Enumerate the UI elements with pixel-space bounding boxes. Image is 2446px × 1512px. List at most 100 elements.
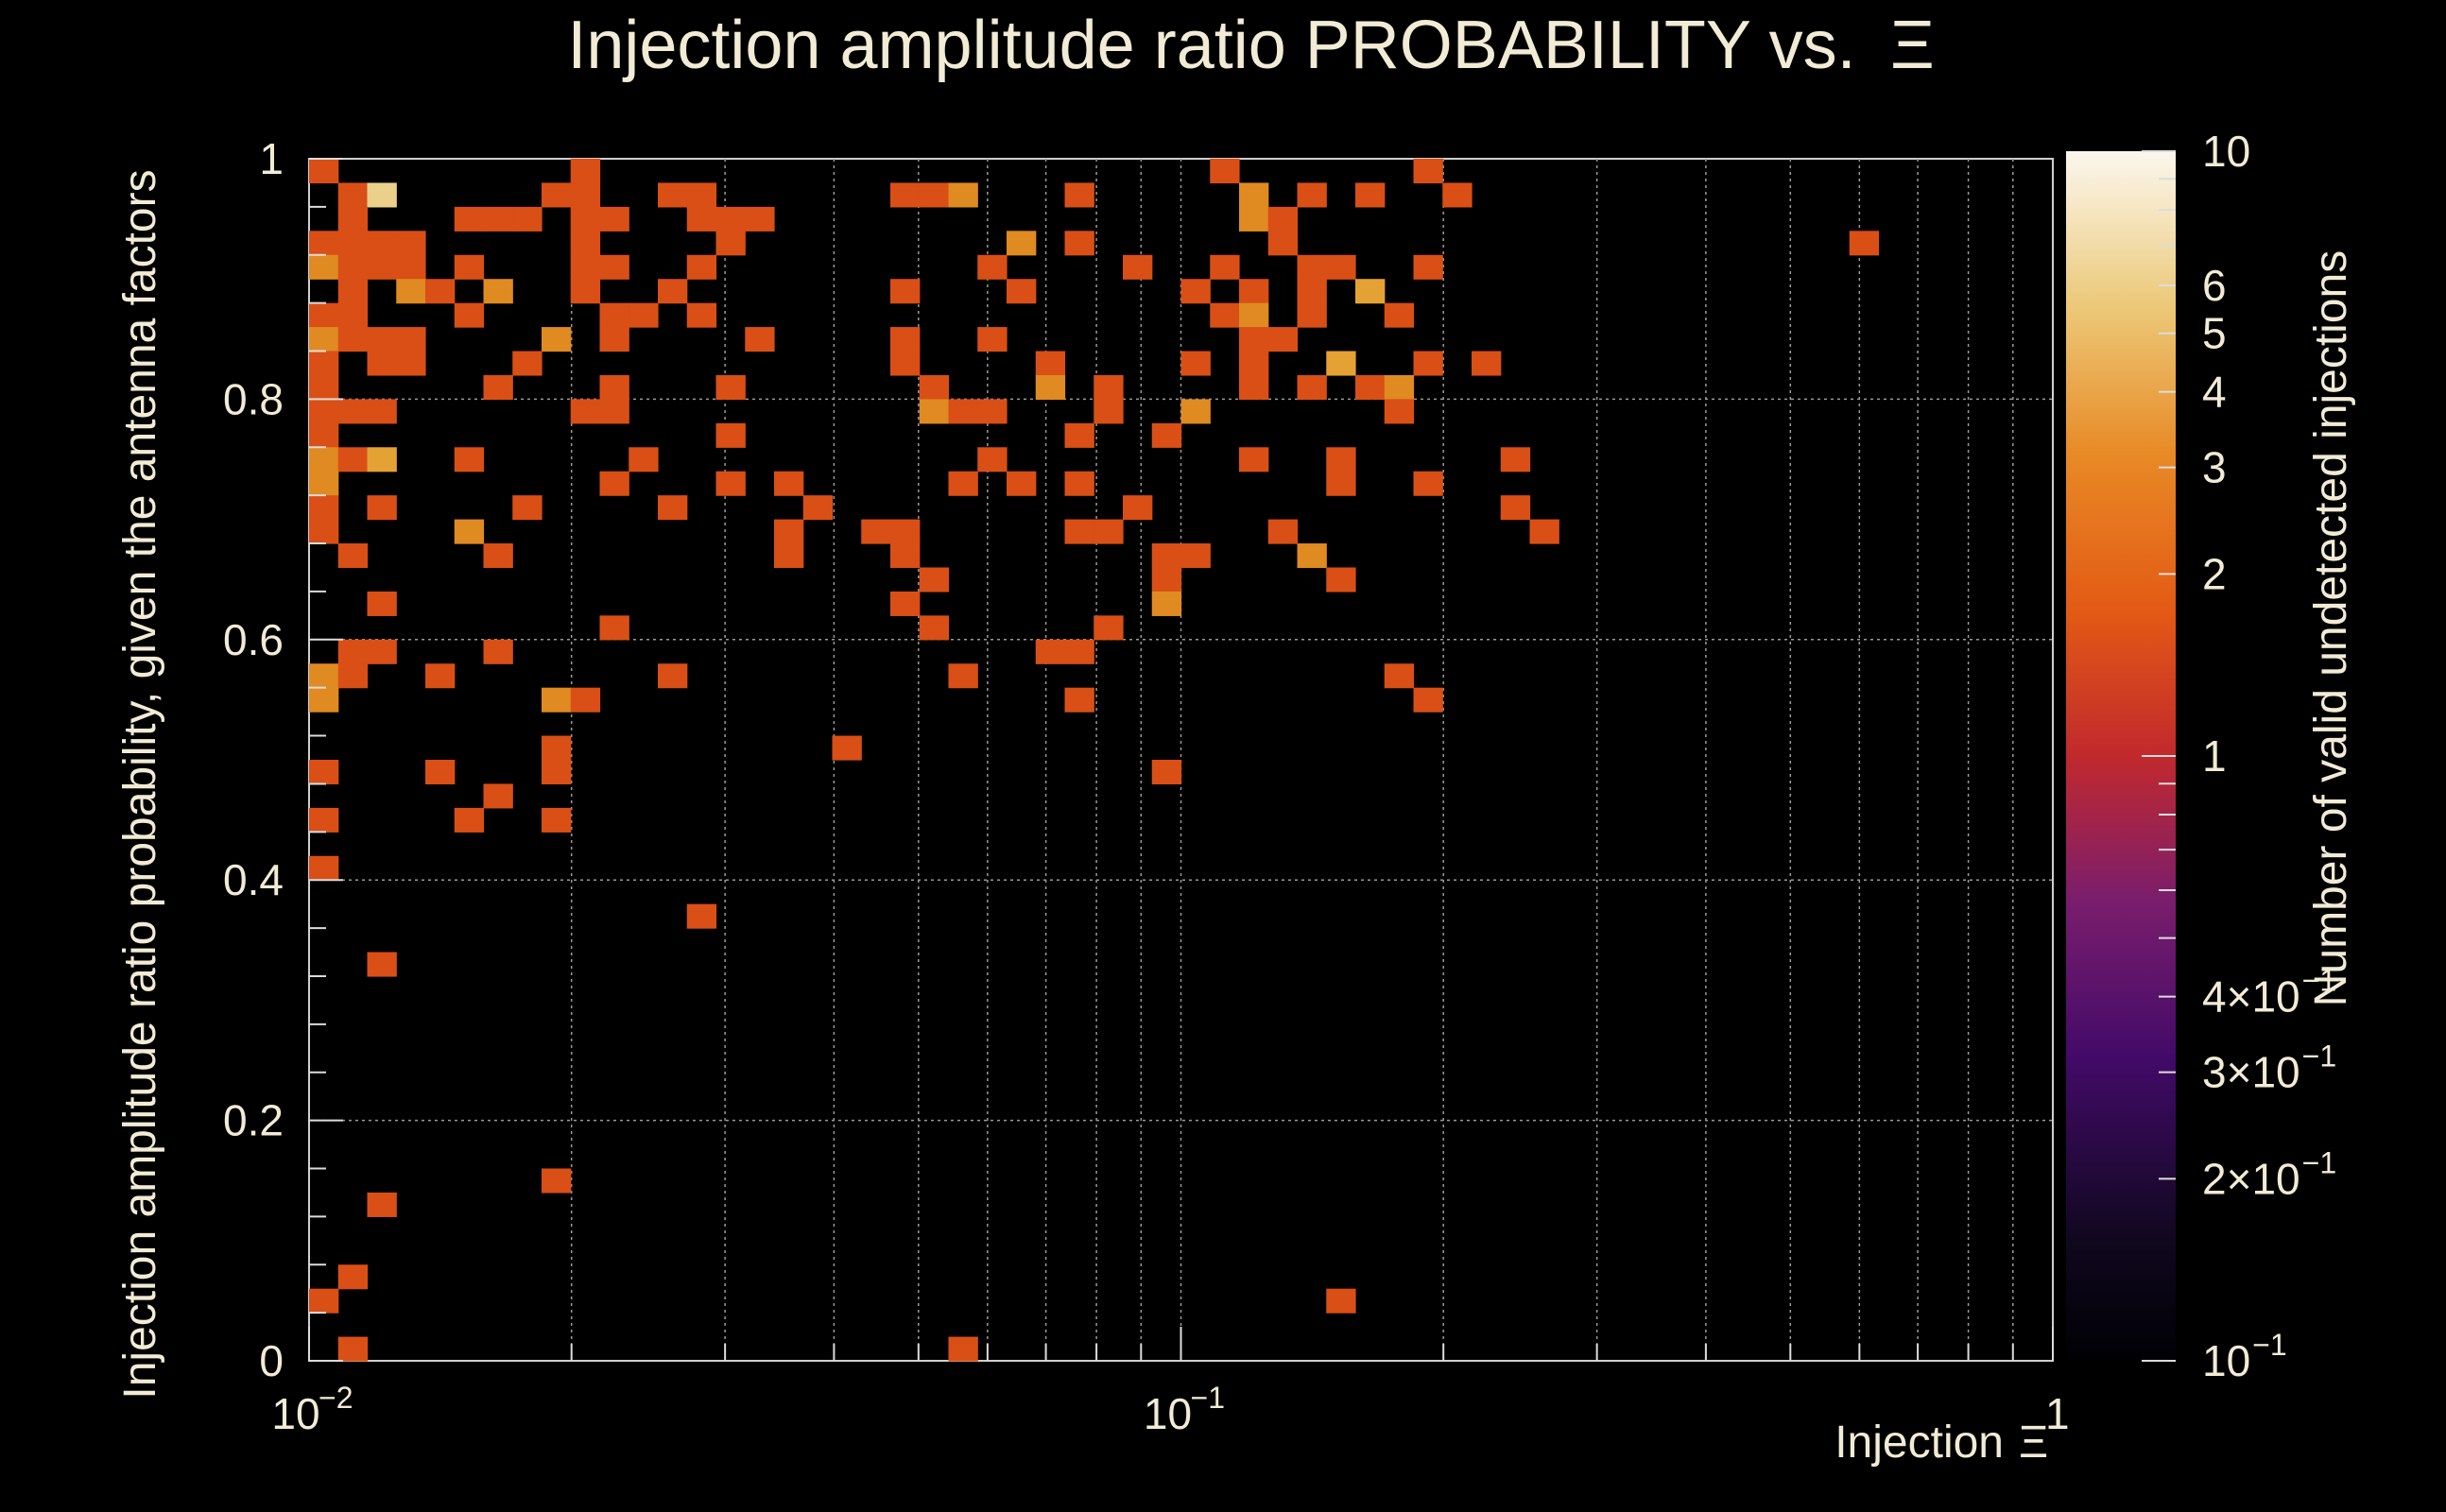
heatmap-cell	[570, 687, 601, 713]
heatmap-cell	[309, 447, 339, 472]
heatmap-cell	[337, 543, 369, 569]
heatmap-cell	[774, 519, 804, 544]
heatmap-cell	[367, 182, 397, 208]
heatmap-cell	[309, 231, 339, 256]
heatmap-cell	[309, 159, 339, 184]
heatmap-cell	[1007, 471, 1037, 496]
heatmap-cell	[686, 206, 717, 232]
heatmap-cell	[890, 182, 921, 208]
heatmap-cell	[396, 351, 426, 376]
heatmap-cell	[542, 1168, 572, 1194]
heatmap-cell	[890, 519, 921, 544]
z-tick-label: 2	[2202, 549, 2227, 598]
heatmap-cell	[1239, 351, 1269, 376]
heatmap-cell	[948, 1336, 978, 1362]
heatmap-cell	[1239, 374, 1269, 400]
heatmap-cell	[861, 519, 891, 544]
z-tick-label: 4×10	[2202, 972, 2300, 1022]
y-tick-label: 1	[259, 134, 284, 183]
heatmap-cell	[1326, 471, 1356, 496]
heatmap-cell	[542, 735, 572, 761]
heatmap-cell	[1442, 182, 1473, 208]
heatmap-cell	[483, 783, 513, 809]
heatmap-cell	[599, 206, 629, 232]
heatmap-cell	[570, 279, 601, 304]
heatmap-cell	[890, 279, 921, 304]
heatmap-cell	[337, 182, 369, 208]
heatmap-cell	[658, 495, 688, 521]
heatmap-cell	[948, 399, 978, 424]
heatmap-cell	[686, 302, 717, 328]
heatmap-cell	[948, 663, 978, 689]
heatmap-cell	[454, 254, 485, 280]
heatmap-cell	[1326, 351, 1356, 376]
z-tick-label: 2×10	[2202, 1154, 2300, 1203]
heatmap-cell	[919, 374, 950, 400]
heatmap-cell	[1064, 687, 1094, 713]
heatmap-cell	[367, 399, 397, 424]
heatmap-cell	[629, 302, 659, 328]
heatmap-cell	[1355, 182, 1386, 208]
heatmap-cell	[1239, 279, 1269, 304]
heatmap-cell	[512, 495, 543, 521]
heatmap-cell	[337, 254, 369, 280]
heatmap-cell	[454, 447, 485, 472]
heatmap-cell	[367, 639, 397, 664]
heatmap-cell	[599, 615, 629, 641]
heatmap-cell	[1384, 374, 1415, 400]
heatmap-cell	[1355, 374, 1386, 400]
heatmap-cell	[367, 952, 397, 977]
heatmap-cell	[1384, 663, 1415, 689]
heatmap-cell	[890, 327, 921, 352]
heatmap-cell	[1151, 543, 1182, 569]
heatmap-cell	[512, 206, 543, 232]
heatmap-cell	[1064, 231, 1094, 256]
heatmap-cell	[1297, 374, 1327, 400]
heatmap-cell	[890, 591, 921, 616]
heatmap-cell	[337, 1264, 369, 1290]
heatmap-cell	[337, 447, 369, 472]
heatmap-cell	[745, 327, 775, 352]
heatmap-cell	[1210, 254, 1240, 280]
heatmap-cell	[309, 399, 339, 424]
heatmap-cell	[309, 807, 339, 833]
y-tick-label: 0.2	[223, 1096, 284, 1145]
heatmap-cell	[483, 206, 513, 232]
heatmap-cell	[977, 327, 1008, 352]
y-tick-label: 0	[259, 1336, 284, 1385]
heatmap-cell	[1035, 351, 1066, 376]
heatmap-cell	[658, 663, 688, 689]
heatmap-cell	[802, 495, 834, 521]
heatmap-cell	[1151, 567, 1182, 593]
heatmap-cell	[1297, 182, 1327, 208]
heatmap-cell	[1267, 231, 1299, 256]
heatmap-cell	[1180, 351, 1211, 376]
heatmap-cell	[977, 399, 1008, 424]
chart-title-symbol: Ξ	[1890, 8, 1935, 83]
heatmap-cell	[337, 327, 369, 352]
heatmap-cell	[396, 231, 426, 256]
z-tick-label: 3×10	[2202, 1048, 2300, 1097]
heatmap-cell	[542, 182, 572, 208]
heatmap-cell	[1297, 279, 1327, 304]
heatmap-cell	[1326, 254, 1356, 280]
heatmap-cell	[599, 399, 629, 424]
heatmap-cell	[774, 543, 804, 569]
heatmap-cell	[309, 351, 339, 376]
heatmap-cell	[1064, 519, 1094, 544]
heatmap-cell	[1035, 639, 1066, 664]
heatmap-cell	[1210, 159, 1240, 184]
x-tick-label: 1	[2045, 1389, 2070, 1438]
heatmap-cell	[686, 182, 717, 208]
z-tick-label: 4	[2202, 368, 2227, 417]
heatmap-cell	[1180, 279, 1211, 304]
heatmap-cell	[1151, 760, 1182, 785]
heatmap-cell	[570, 231, 601, 256]
heatmap-cell	[1239, 206, 1269, 232]
heatmap-cell	[367, 351, 397, 376]
heatmap-cell	[1151, 422, 1182, 448]
heatmap-cell	[1384, 399, 1415, 424]
heatmap-cell	[919, 182, 950, 208]
